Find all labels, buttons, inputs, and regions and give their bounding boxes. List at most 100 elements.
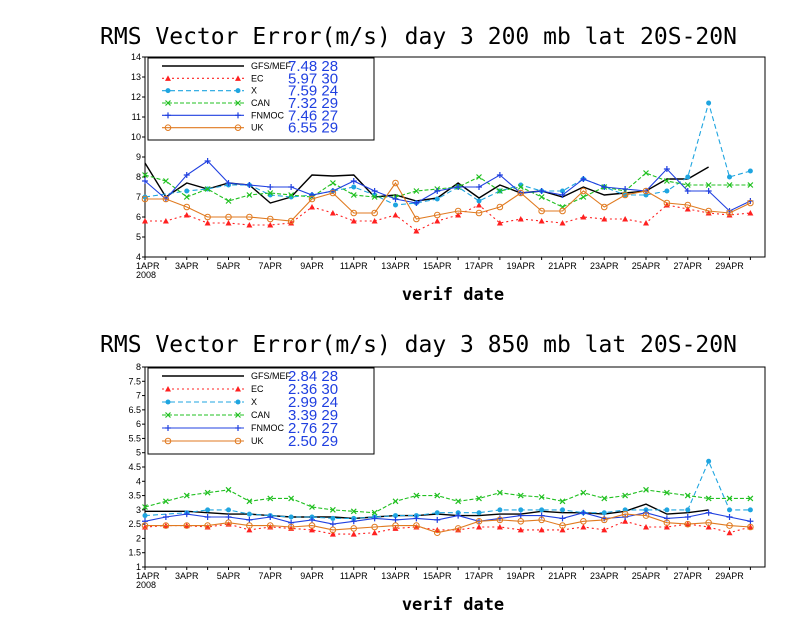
x-tick-label-line: 17APR xyxy=(465,571,494,581)
x-tick-label: 9APR xyxy=(300,571,324,581)
y-tick-label: 7 xyxy=(136,391,141,401)
x-tick-label: 11APR xyxy=(340,571,368,581)
data-point-can xyxy=(267,495,274,502)
data-point-uk xyxy=(350,525,358,532)
data-point-can xyxy=(371,194,378,200)
data-point-can xyxy=(329,180,336,186)
data-point-ec xyxy=(684,206,691,212)
data-point-fnmoc xyxy=(225,180,232,186)
data-point-uk xyxy=(600,203,608,211)
data-point-x xyxy=(685,507,691,513)
data-point-x xyxy=(246,511,252,517)
data-point-ec xyxy=(601,216,608,222)
data-point-can xyxy=(684,492,691,499)
x-tick-label-line: 19APR xyxy=(506,571,535,581)
data-point-can xyxy=(413,188,420,194)
data-point-uk xyxy=(308,522,316,529)
data-point-can xyxy=(517,184,524,190)
data-point-fnmoc xyxy=(371,188,378,194)
y-tick-label: 6 xyxy=(136,212,141,222)
y-tick-label: 5.5 xyxy=(128,433,141,443)
x-tick-label-line: 13APR xyxy=(381,261,410,271)
legend-marker xyxy=(165,412,171,418)
legend-marker xyxy=(234,437,242,445)
y-tick-label: 4.5 xyxy=(128,462,141,472)
legend-marker xyxy=(165,112,171,119)
data-point-x xyxy=(560,507,566,513)
data-point-can xyxy=(684,182,691,188)
x-tick-label: 7APR xyxy=(258,571,282,581)
data-point-ec xyxy=(371,529,378,536)
data-point-ec xyxy=(538,526,545,533)
x-tick-label: 25APR xyxy=(632,571,661,581)
data-point-fnmoc xyxy=(225,514,232,520)
data-point-uk xyxy=(413,215,420,223)
data-point-x xyxy=(226,507,232,513)
x-axis-label-850mb: verif date xyxy=(402,595,504,615)
x-tick-label-line: 2008 xyxy=(136,580,156,590)
data-point-fnmoc xyxy=(538,512,545,519)
data-point-x xyxy=(434,510,440,516)
x-tick-label: 17APR xyxy=(465,261,494,271)
legend-marker xyxy=(165,100,171,106)
data-point-uk xyxy=(517,517,525,525)
data-point-can xyxy=(538,494,545,500)
data-point-ec xyxy=(705,524,712,530)
y-tick-label: 2 xyxy=(136,533,141,543)
y-tick-label: 14 xyxy=(131,52,141,62)
legend-marker xyxy=(165,386,171,392)
data-point-fnmoc xyxy=(580,176,587,182)
data-point-fnmoc xyxy=(517,512,524,519)
x-tick-label-line: 5APR xyxy=(217,261,241,271)
data-point-fnmoc xyxy=(538,188,545,194)
data-point-ec xyxy=(142,218,148,224)
y-tick-label: 11 xyxy=(132,112,141,122)
x-tick-label-line: 11APR xyxy=(340,261,368,271)
data-point-ec xyxy=(329,531,336,537)
data-point-x xyxy=(706,100,712,106)
data-point-uk xyxy=(538,207,545,215)
y-tick-label: 2.5 xyxy=(128,519,141,529)
data-point-can xyxy=(559,498,566,505)
data-point-can xyxy=(371,509,378,516)
x-tick-label-line: 15APR xyxy=(423,261,452,271)
data-point-can xyxy=(643,486,649,493)
data-point-uk xyxy=(726,209,733,217)
series-line-fnmoc xyxy=(144,512,751,525)
legend-marker xyxy=(165,399,171,405)
legend-marker xyxy=(164,124,172,131)
legend-marker xyxy=(165,425,171,431)
legend-series-stats: 2.36 30 xyxy=(288,381,338,398)
data-point-ec xyxy=(726,212,733,218)
data-point-ec xyxy=(392,212,399,218)
x-tick-label: 13APR xyxy=(381,261,410,271)
x-tick-label: 17APR xyxy=(465,571,494,581)
data-point-can xyxy=(747,182,754,188)
data-point-fnmoc xyxy=(476,184,483,190)
x-tick-label: 29APR xyxy=(715,261,744,271)
legend-series-stats: 2.84 28 xyxy=(288,368,338,385)
legend-marker xyxy=(235,75,241,81)
data-point-uk xyxy=(684,201,692,209)
x-tick-label: 3APR xyxy=(175,571,199,581)
data-point-can xyxy=(705,495,712,502)
x-tick-label: 9APR xyxy=(300,261,324,271)
y-tick-label: 1 xyxy=(136,562,141,572)
data-point-fnmoc xyxy=(580,509,587,516)
x-tick-label: 19APR xyxy=(506,261,535,271)
data-point-can xyxy=(350,508,357,515)
legend-marker xyxy=(235,425,241,431)
data-point-can xyxy=(183,492,190,499)
x-tick-label: 27APR xyxy=(673,571,702,581)
data-point-ec xyxy=(309,204,316,210)
legend-series-name: EC xyxy=(251,384,264,394)
data-point-can xyxy=(705,182,712,188)
data-point-ec xyxy=(517,216,524,222)
data-point-uk xyxy=(350,209,358,217)
data-point-uk xyxy=(204,213,211,221)
data-point-can xyxy=(517,492,524,499)
data-point-can xyxy=(413,492,420,499)
data-point-uk xyxy=(413,522,420,529)
data-point-ec xyxy=(580,524,587,530)
data-point-fnmoc xyxy=(288,519,295,526)
